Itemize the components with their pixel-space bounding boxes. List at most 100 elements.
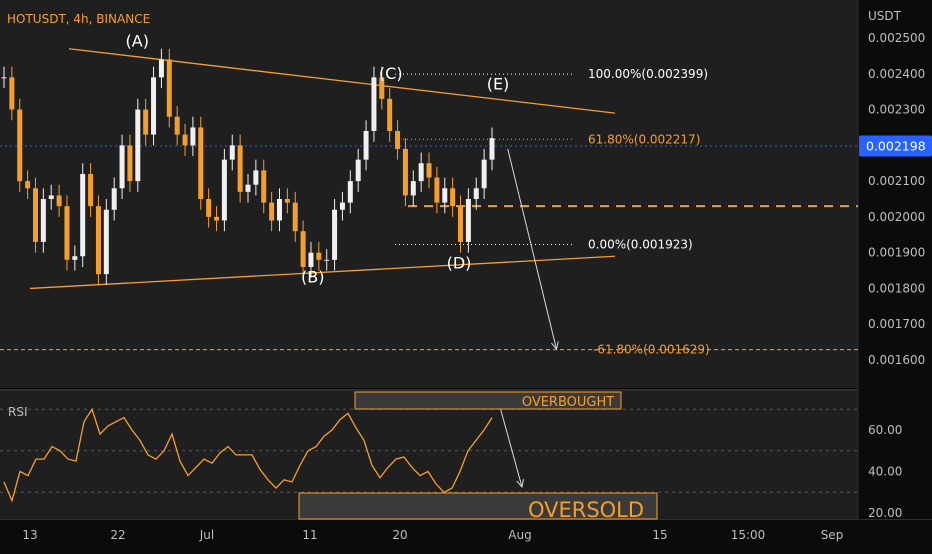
candle-body [111, 188, 117, 210]
candle-body [481, 159, 487, 189]
candle-body [214, 216, 220, 221]
candle-body [473, 188, 479, 199]
time-tick-label: 15 [652, 528, 667, 542]
candle-body [229, 145, 235, 160]
rsi-projection-arrow-head [516, 479, 524, 489]
price-tick-label: 0.001800 [868, 281, 925, 295]
candle-body [363, 131, 369, 160]
arrow-layer[interactable] [499, 148, 559, 489]
candle-body [40, 199, 46, 242]
candle-body [127, 145, 133, 182]
candle-body [442, 188, 448, 203]
candle-body [395, 131, 401, 149]
time-tick-label: 20 [392, 528, 407, 542]
candle-body [182, 134, 188, 146]
candle-body [300, 231, 306, 267]
rsi-projection-arrow[interactable] [499, 406, 523, 488]
candle-body [458, 206, 464, 242]
oversold-zone[interactable] [298, 492, 658, 520]
candle-body [56, 195, 62, 207]
candle-body [426, 163, 432, 178]
candle-body [237, 145, 243, 192]
wave-label: (E) [487, 75, 510, 94]
candle-body [190, 127, 196, 146]
fibonacci-layer[interactable]: 100.00%(0.002399) 61.80%(0.002217) 0.00%(0… [0, 67, 858, 357]
candle-body [80, 173, 86, 257]
wave-label: (A) [126, 32, 149, 51]
candle-body [434, 177, 440, 203]
candle-body [1, 77, 7, 79]
candle-body [450, 188, 456, 207]
price-tick-label: 0.002500 [868, 31, 925, 45]
symbol-label[interactable]: HOTUSDT, 4h, BINANCE [7, 12, 150, 26]
candle-body [158, 59, 164, 78]
candle-body [324, 259, 330, 261]
candle-body [198, 127, 204, 199]
candle-body [253, 170, 259, 185]
time-tick-label: 15:00 [731, 528, 766, 542]
candle-body [292, 202, 298, 232]
candle-body [206, 199, 212, 217]
current-price-badge [859, 135, 932, 157]
rsi-line [3, 407, 493, 503]
candle-body [135, 109, 141, 182]
candle-body [355, 159, 361, 182]
candle-body [387, 98, 393, 132]
candle-body [95, 206, 101, 275]
support-layer [0, 145, 858, 208]
candle-body [221, 159, 227, 221]
oversold-label: OVERSOLD [528, 498, 644, 522]
rsi-tick-label: 60.00 [868, 423, 902, 437]
candle-body [32, 188, 38, 242]
time-tick-label: 13 [22, 528, 37, 542]
time-axis[interactable]: 13 22 Jul 11 20 Aug 15 15:00 Sep [22, 528, 843, 542]
rsi-tick-label: 20.00 [868, 506, 902, 520]
fib-level-label: 100.00%(0.002399) [588, 67, 708, 81]
rsi-tick-label: 40.00 [868, 465, 902, 479]
candle-body [379, 77, 385, 99]
candle-body [88, 173, 94, 207]
candle-body [489, 138, 495, 160]
time-tick-label: Aug [508, 528, 531, 542]
candle-body [418, 163, 424, 182]
candle-body [465, 199, 471, 242]
trendline-lower[interactable] [29, 255, 616, 290]
candle-body [72, 256, 78, 260]
overbought-label: OVERBOUGHT [522, 395, 614, 410]
candle-body [48, 195, 54, 199]
candle-body [119, 145, 125, 189]
candle-body [17, 109, 23, 182]
price-tick-label: 0.002000 [868, 210, 925, 224]
candles-layer [1, 48, 495, 285]
rsi-label[interactable]: RSI [8, 405, 28, 419]
time-tick-label: Sep [821, 528, 844, 542]
overbought-zone[interactable] [354, 391, 622, 410]
wave-label-layer: (A) (B) (C) (D) (E) [126, 32, 510, 287]
candle-body [261, 170, 267, 203]
price-tick-label: 0.001600 [868, 353, 925, 367]
candle-body [276, 199, 282, 221]
rsi-axis[interactable]: 60.00 40.00 20.00 [868, 423, 902, 520]
price-tick-label: 0.002100 [868, 174, 925, 188]
candle-body [347, 181, 353, 203]
candle-body [371, 77, 377, 132]
price-axis[interactable]: 0.0025000.0024000.0023000.0022000.002100… [868, 31, 925, 367]
price-panel[interactable] [0, 0, 858, 388]
candle-body [9, 77, 15, 110]
candle-body [339, 202, 345, 210]
candle-body [166, 59, 172, 117]
wave-label: (C) [379, 64, 403, 83]
wave-label: (B) [301, 268, 324, 287]
wave-label: (D) [447, 253, 472, 272]
candle-body [284, 199, 290, 203]
candle-body [269, 202, 275, 221]
time-tick-label: 22 [110, 528, 125, 542]
projection-arrow[interactable] [507, 148, 557, 350]
fib-level-label: 61.80%(0.002217) [588, 132, 700, 146]
price-tick-label: 0.002300 [868, 103, 925, 117]
candle-body [25, 181, 31, 189]
candle-body [64, 206, 70, 260]
candle-body [316, 252, 322, 260]
